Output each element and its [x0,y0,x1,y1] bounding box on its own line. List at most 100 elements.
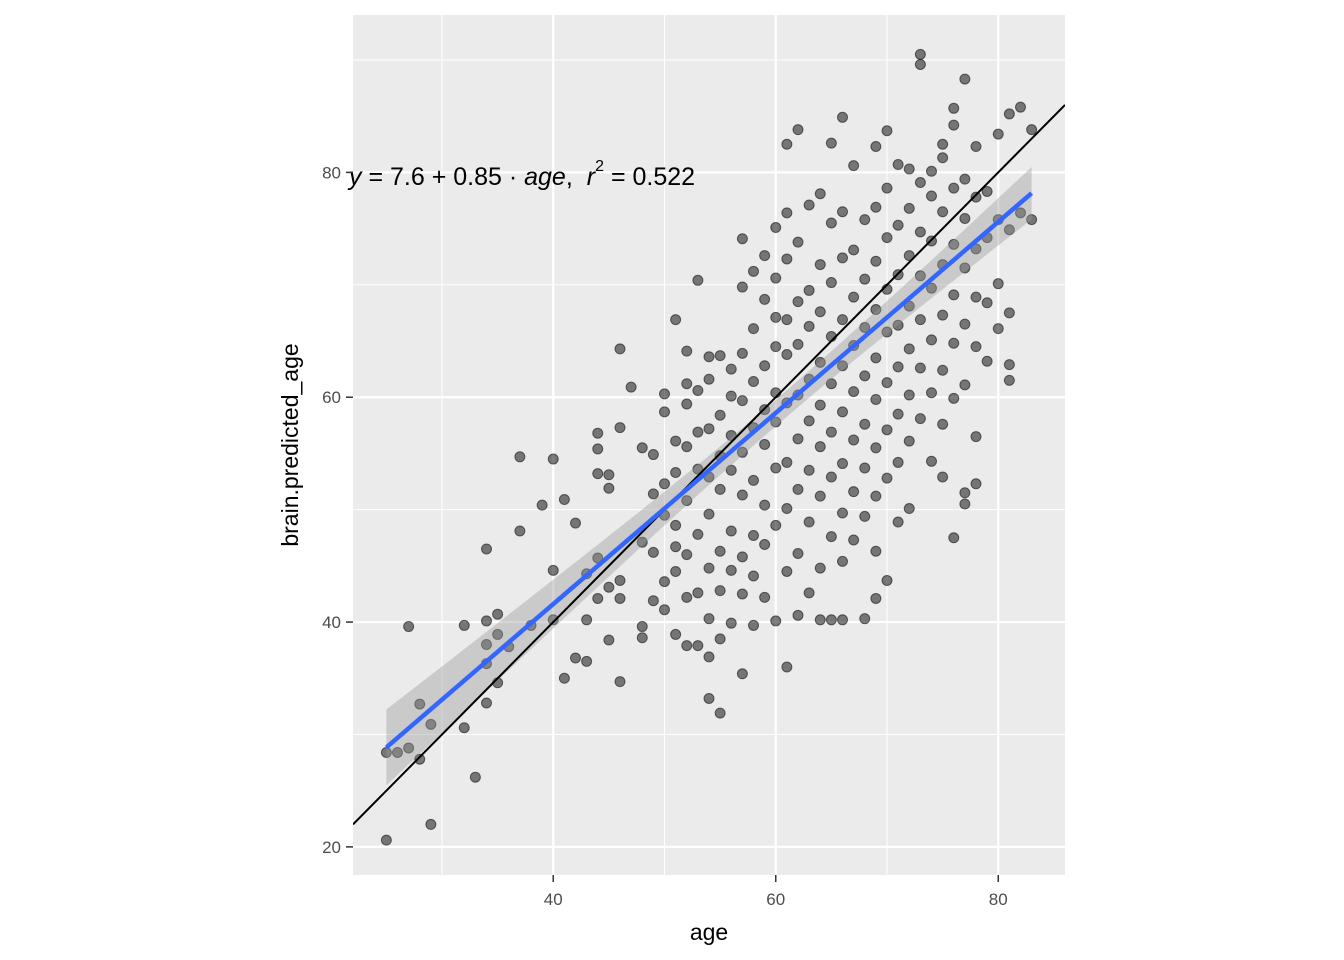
x-axis: 40 60 80 [544,875,1008,909]
data-point [881,377,893,389]
data-point [1003,307,1015,319]
scatter-points [380,48,1038,846]
data-point [725,390,737,402]
data-point [736,668,748,680]
data-point [892,456,904,468]
data-point [714,707,726,719]
data-point [848,486,860,498]
data-point [814,188,826,200]
data-point [792,296,804,308]
data-point [592,592,604,604]
x-tick-label: 40 [544,890,563,909]
data-point [681,345,693,357]
data-point [792,236,804,248]
data-point [703,651,715,663]
data-point [670,519,682,531]
data-point [681,640,693,652]
data-point [647,488,659,500]
data-point [859,462,871,474]
data-point [603,634,615,646]
data-point [692,384,704,396]
data-point [725,464,737,476]
data-point [736,489,748,501]
data-point [825,531,837,543]
data-point [603,581,615,593]
data-point [547,614,559,626]
data-point [636,536,648,548]
data-point [937,138,949,150]
data-point [770,221,782,233]
data-point [948,102,960,114]
data-point [714,545,726,557]
data-point [581,614,593,626]
data-point [892,361,904,373]
data-point [914,48,926,60]
data-point [937,206,949,218]
data-point [703,351,715,363]
data-point [558,672,570,684]
data-point [725,525,737,537]
data-point [425,718,437,730]
data-point [814,399,826,411]
data-point [870,545,882,557]
data-point [803,415,815,427]
major-gridlines [353,15,1065,875]
data-point [825,378,837,390]
data-point [781,349,793,361]
data-point [414,753,426,765]
data-point [458,619,470,631]
data-point [837,406,848,418]
data-point [614,592,626,604]
data-point [603,469,615,481]
y-tick-label: 80 [322,163,341,182]
eq-age: age [524,163,566,191]
data-point [870,352,882,364]
data-point [970,341,982,353]
data-point [981,355,993,367]
data-point [547,453,559,465]
data-point [770,416,782,428]
data-point [792,124,804,136]
data-point [748,323,759,335]
data-point [859,370,871,382]
data-point [825,277,837,289]
data-point [558,494,570,506]
data-point [870,592,882,604]
x-axis-title: age [690,919,728,945]
data-point [647,449,659,461]
data-point [759,293,771,305]
data-point [692,274,704,286]
data-point [659,576,670,588]
data-point [948,182,960,194]
data-point [703,508,715,520]
data-point [937,471,949,483]
data-point [581,655,593,667]
data-point [992,128,1004,140]
data-point [859,273,871,285]
data-point [403,621,415,633]
data-point [959,262,971,274]
data-point [481,615,492,627]
data-point [770,519,782,531]
data-point [892,516,904,528]
data-point [781,253,793,265]
data-point [903,163,915,175]
data-point [636,442,648,454]
data-point [492,628,504,640]
data-point [881,125,893,137]
data-point [681,441,693,453]
data-point [892,408,904,420]
data-point [914,270,926,282]
data-point [725,429,737,441]
regression-layer [353,104,1065,826]
data-point [959,498,971,510]
data-point [681,591,693,603]
data-point [881,424,893,436]
data-point [659,406,670,418]
data-point [903,202,915,214]
data-point [636,621,648,633]
x-tick-label: 80 [989,890,1008,909]
data-point [725,363,737,375]
data-point [881,574,893,586]
